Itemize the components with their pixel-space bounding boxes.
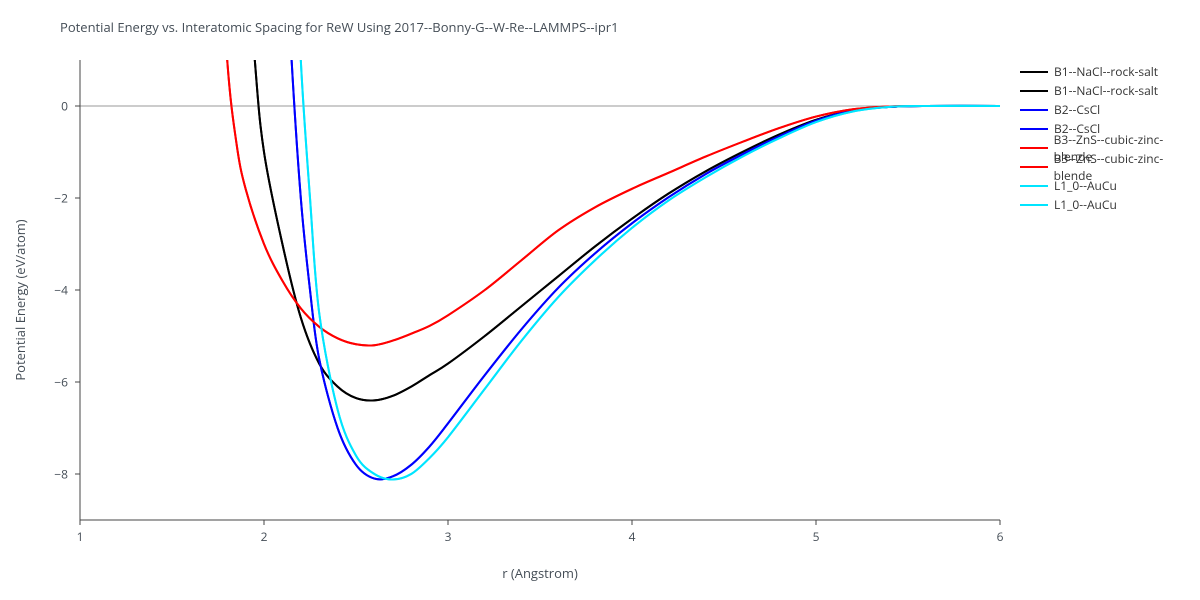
series-line[interactable] xyxy=(216,0,1000,345)
legend-item[interactable]: B1--NaCl--rock-salt xyxy=(1020,62,1200,81)
y-tick-label: −6 xyxy=(54,374,68,391)
plot-svg xyxy=(80,60,1000,520)
chart-container: Potential Energy vs. Interatomic Spacing… xyxy=(0,0,1200,600)
legend-item[interactable]: B3--ZnS--cubic-zinc-blende xyxy=(1020,157,1200,176)
x-tick-label: 4 xyxy=(629,528,636,545)
x-tick-label: 1 xyxy=(77,528,84,545)
plot-area[interactable] xyxy=(80,60,1000,520)
legend-swatch xyxy=(1020,109,1048,111)
series-line[interactable] xyxy=(282,0,1000,479)
series-line[interactable] xyxy=(242,0,1000,401)
x-tick-label: 6 xyxy=(997,528,1004,545)
y-axis-label: Potential Energy (eV/atom) xyxy=(11,219,29,380)
series-line[interactable] xyxy=(282,0,1000,479)
legend-swatch xyxy=(1020,128,1048,130)
series-line[interactable] xyxy=(242,0,1000,401)
y-tick-label: −2 xyxy=(54,190,68,207)
legend-label: L1_0--AuCu xyxy=(1054,177,1117,194)
x-axis-label: r (Angstrom) xyxy=(502,564,578,582)
series-line[interactable] xyxy=(293,0,1000,480)
legend: B1--NaCl--rock-salt B1--NaCl--rock-salt B2… xyxy=(1020,62,1200,214)
y-tick-label: −4 xyxy=(54,282,68,299)
chart-title: Potential Energy vs. Interatomic Spacing… xyxy=(60,18,619,36)
legend-swatch xyxy=(1020,90,1048,92)
legend-item[interactable]: L1_0--AuCu xyxy=(1020,195,1200,214)
y-tick-label: 0 xyxy=(61,98,68,115)
legend-item[interactable]: B1--NaCl--rock-salt xyxy=(1020,81,1200,100)
legend-label: B1--NaCl--rock-salt xyxy=(1054,82,1158,99)
y-tick-label: −8 xyxy=(54,466,68,483)
series-line[interactable] xyxy=(216,0,1000,345)
series-line[interactable] xyxy=(293,0,1000,480)
legend-item[interactable]: B2--CsCl xyxy=(1020,100,1200,119)
x-tick-label: 2 xyxy=(261,528,268,545)
legend-label: B1--NaCl--rock-salt xyxy=(1054,63,1158,80)
legend-swatch xyxy=(1020,204,1048,206)
legend-label: B2--CsCl xyxy=(1054,101,1100,118)
legend-swatch xyxy=(1020,185,1048,187)
x-tick-label: 3 xyxy=(445,528,452,545)
legend-label: L1_0--AuCu xyxy=(1054,196,1117,213)
legend-swatch xyxy=(1020,71,1048,73)
legend-swatch xyxy=(1020,147,1048,149)
legend-swatch xyxy=(1020,166,1048,168)
x-tick-label: 5 xyxy=(813,528,820,545)
